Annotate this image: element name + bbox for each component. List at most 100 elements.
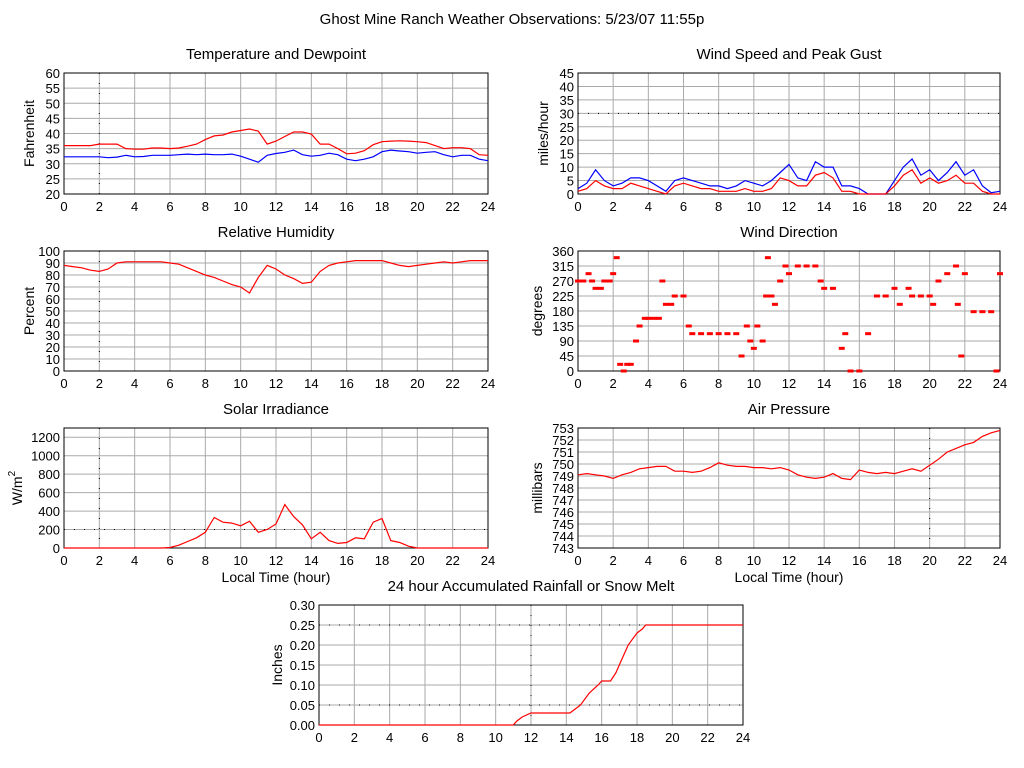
- y-tick-label: 225: [552, 289, 574, 304]
- data-point: [803, 264, 810, 268]
- series-line-wind-speed: [577, 168, 1000, 195]
- y-axis-label: Inches: [269, 644, 285, 685]
- x-tick-label: 8: [715, 199, 722, 214]
- x-tick-label: 4: [386, 730, 393, 745]
- chart-press: Air Pressure7437447457467477487497507517…: [529, 401, 1007, 585]
- data-point: [944, 272, 951, 276]
- x-tick-label: 10: [747, 199, 761, 214]
- x-tick-label: 0: [574, 199, 581, 214]
- y-axis-label: Fahrenheit: [21, 100, 37, 167]
- x-tick-label: 2: [96, 199, 103, 214]
- data-point: [961, 272, 968, 276]
- x-tick-label: 12: [782, 199, 796, 214]
- data-point: [896, 302, 903, 306]
- x-tick-label: 6: [166, 199, 173, 214]
- x-tick-label: 4: [645, 199, 652, 214]
- x-tick-label: 6: [680, 376, 687, 391]
- x-tick-label: 18: [375, 553, 389, 568]
- y-tick-label: 45: [560, 349, 574, 364]
- y-tick-label: 0.10: [290, 678, 315, 693]
- data-point: [597, 286, 604, 290]
- x-tick-label: 18: [887, 199, 901, 214]
- y-axis-label-text: W/m: [9, 476, 25, 505]
- data-point: [759, 339, 766, 343]
- x-tick-label: 24: [993, 376, 1007, 391]
- data-point: [655, 316, 662, 320]
- data-point: [954, 302, 961, 306]
- y-tick-label: 45: [46, 111, 60, 126]
- y-tick-label: 100: [38, 244, 60, 259]
- data-point: [747, 339, 754, 343]
- x-tick-label: 0: [574, 553, 581, 568]
- data-point: [685, 324, 692, 328]
- x-tick-label: 4: [131, 199, 138, 214]
- y-tick-label: 15: [560, 147, 574, 162]
- y-axis-label-text: Percent: [21, 287, 37, 335]
- x-tick-label: 0: [60, 376, 67, 391]
- x-tick-label: 20: [922, 376, 936, 391]
- x-tick-label: 12: [269, 553, 283, 568]
- data-point: [620, 369, 627, 373]
- x-tick-label: 10: [233, 553, 247, 568]
- data-point: [891, 286, 898, 290]
- x-tick-label: 16: [594, 730, 608, 745]
- x-tick-label: 18: [375, 199, 389, 214]
- x-tick-label: 16: [852, 376, 866, 391]
- x-tick-label: 10: [747, 553, 761, 568]
- y-axis-label: Percent: [21, 287, 37, 335]
- data-point: [680, 294, 687, 298]
- x-tick-label: 6: [166, 553, 173, 568]
- chart-title: Solar Irradiance: [223, 401, 329, 418]
- data-point: [724, 332, 731, 336]
- data-point: [768, 294, 775, 298]
- data-point: [817, 279, 824, 283]
- data-point: [771, 302, 778, 306]
- data-point: [997, 272, 1003, 276]
- y-tick-label: 744: [552, 529, 574, 544]
- data-point: [777, 279, 784, 283]
- data-point: [882, 294, 889, 298]
- x-tick-label: 10: [233, 199, 247, 214]
- chart-title: Wind Speed and Peak Gust: [696, 46, 882, 63]
- y-tick-label: 752: [552, 433, 574, 448]
- y-axis-label: W/m2: [7, 470, 25, 505]
- y-tick-label: 750: [552, 457, 574, 472]
- x-tick-label: 18: [887, 376, 901, 391]
- data-point: [829, 286, 836, 290]
- data-point: [988, 310, 995, 314]
- data-point: [689, 332, 696, 336]
- y-axis-label-text: degrees: [529, 286, 545, 337]
- data-point: [641, 316, 648, 320]
- y-tick-label: 35: [46, 142, 60, 157]
- y-tick-label: 40: [560, 79, 574, 94]
- x-tick-label: 8: [715, 376, 722, 391]
- y-tick-label: 90: [46, 256, 60, 271]
- y-tick-label: 270: [552, 274, 574, 289]
- y-tick-label: 0.20: [290, 638, 315, 653]
- y-tick-label: 10: [560, 160, 574, 175]
- series-line-accumulated-rainfall: [319, 624, 743, 726]
- data-point: [698, 332, 705, 336]
- y-tick-label: 20: [46, 340, 60, 355]
- plot-frame: [318, 604, 744, 726]
- x-tick-label: 6: [680, 553, 687, 568]
- data-point: [592, 286, 599, 290]
- x-tick-label: 22: [958, 199, 972, 214]
- x-tick-label: 16: [852, 553, 866, 568]
- x-tick-label: 12: [524, 730, 538, 745]
- data-point: [812, 264, 819, 268]
- y-tick-label: 60: [46, 66, 60, 81]
- x-axis-label: Local Time (hour): [735, 569, 844, 585]
- y-axis-label-text: miles/hour: [535, 101, 551, 166]
- x-tick-label: 8: [202, 199, 209, 214]
- data-point: [838, 346, 845, 350]
- y-tick-label: 745: [552, 517, 574, 532]
- data-point: [650, 316, 657, 320]
- chart-temp: Temperature and Dewpoint2025303540455055…: [21, 46, 495, 214]
- data-point: [782, 264, 789, 268]
- data-point: [589, 279, 596, 283]
- y-tick-label: 40: [46, 127, 60, 142]
- x-tick-label: 22: [958, 376, 972, 391]
- y-tick-label: 30: [46, 157, 60, 172]
- x-tick-label: 4: [131, 376, 138, 391]
